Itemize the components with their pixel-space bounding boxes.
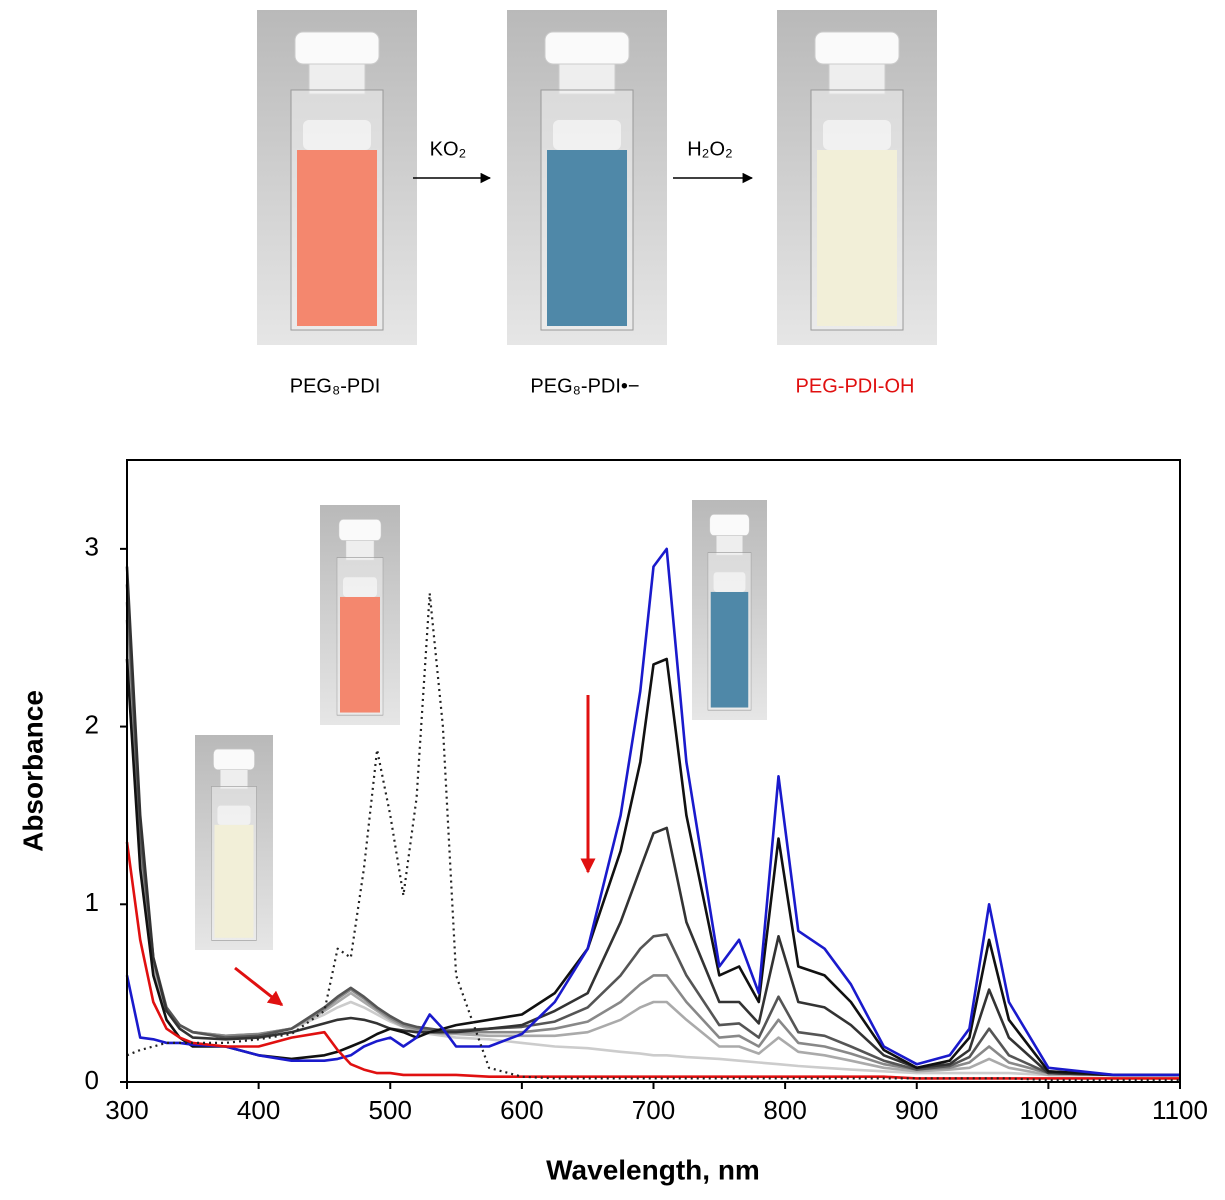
x-tick-label: 600 bbox=[500, 1095, 543, 1125]
spectrum-line bbox=[125, 584, 1180, 1077]
x-tick-label: 700 bbox=[632, 1095, 675, 1125]
x-tick-label: 800 bbox=[763, 1095, 806, 1125]
photo-label: PEG₈-PDI•− bbox=[530, 375, 639, 397]
spectrum-line bbox=[125, 841, 1180, 1080]
spectrum-line bbox=[125, 619, 1180, 1077]
inset-cuvette bbox=[195, 735, 273, 950]
y-tick-label: 2 bbox=[85, 709, 99, 739]
inset-cuvette bbox=[692, 500, 767, 720]
photo-cuvette bbox=[777, 10, 937, 345]
annotation-arrow bbox=[234, 966, 284, 1007]
spectrum-line bbox=[125, 566, 1180, 1077]
x-tick-label: 400 bbox=[237, 1095, 280, 1125]
curves bbox=[125, 547, 1180, 1082]
spectrum-line bbox=[126, 592, 1180, 1082]
inset-cuvette bbox=[320, 505, 400, 725]
reagent: H₂O₂ bbox=[687, 138, 733, 160]
x-tick-label: 500 bbox=[369, 1095, 412, 1125]
spectrum-line bbox=[125, 619, 1180, 1077]
photo-label: PEG-PDI-OH bbox=[796, 375, 915, 397]
plot: 300 400 500 600 700 800 900 1000 1100 0 1 2 3 bbox=[85, 532, 1208, 1125]
x-tick-label: 300 bbox=[105, 1095, 148, 1125]
y-axis-title: Absorbance bbox=[17, 690, 48, 852]
spectrum-line bbox=[125, 547, 1180, 1077]
x-tick-label: 1100 bbox=[1152, 1095, 1208, 1125]
y-tick-label: 0 bbox=[85, 1065, 99, 1095]
x-tick-label: 900 bbox=[895, 1095, 938, 1125]
photo-cuvette bbox=[507, 10, 667, 345]
photo-cuvette bbox=[257, 10, 417, 345]
spectrum-line bbox=[125, 657, 1180, 1077]
x-tick-label: 1000 bbox=[1019, 1095, 1077, 1125]
plot-frame bbox=[126, 459, 1181, 1083]
y-tick-label: 3 bbox=[85, 532, 99, 562]
x-axis-title: Wavelength, nm bbox=[546, 1154, 760, 1185]
y-tick-label: 1 bbox=[85, 887, 99, 917]
reagent: KO₂ bbox=[430, 138, 467, 160]
photo-label: PEG₈-PDI bbox=[290, 375, 381, 397]
